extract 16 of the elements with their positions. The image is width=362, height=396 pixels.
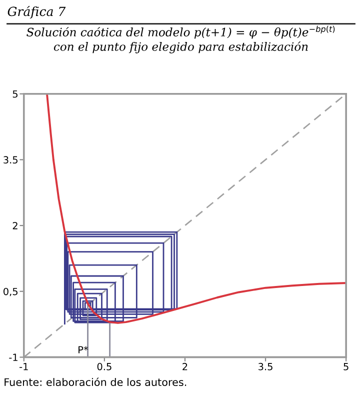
x-tick-label: 5 [344,363,348,370]
chart-title: Solución caótica del modelo p(t+1) = φ − θp(t)e$^{−bp(t)}$ con el punto fijo elegido para estabilización [26,26,335,54]
line-series [46,94,346,324]
x-tick-label: 2 [182,362,188,370]
x-tick-label: 3.5 [258,362,272,370]
y-tick-label: 3.5 [4,156,18,164]
y-tick-label: -1 [9,354,18,361]
x-tick-label: 0.5 [97,362,112,370]
x-tick-label: -1 [20,363,28,370]
annotation: P* [78,346,88,354]
y-tick-label: 5 [12,90,18,98]
line-series [64,231,178,325]
text: Gráfica 7 [8,6,66,19]
y-tick-label: 0,5 [4,288,18,296]
y-tick-label: 2 [12,222,18,230]
source-note: Fuente: elaboración de los autores. [4,378,186,386]
